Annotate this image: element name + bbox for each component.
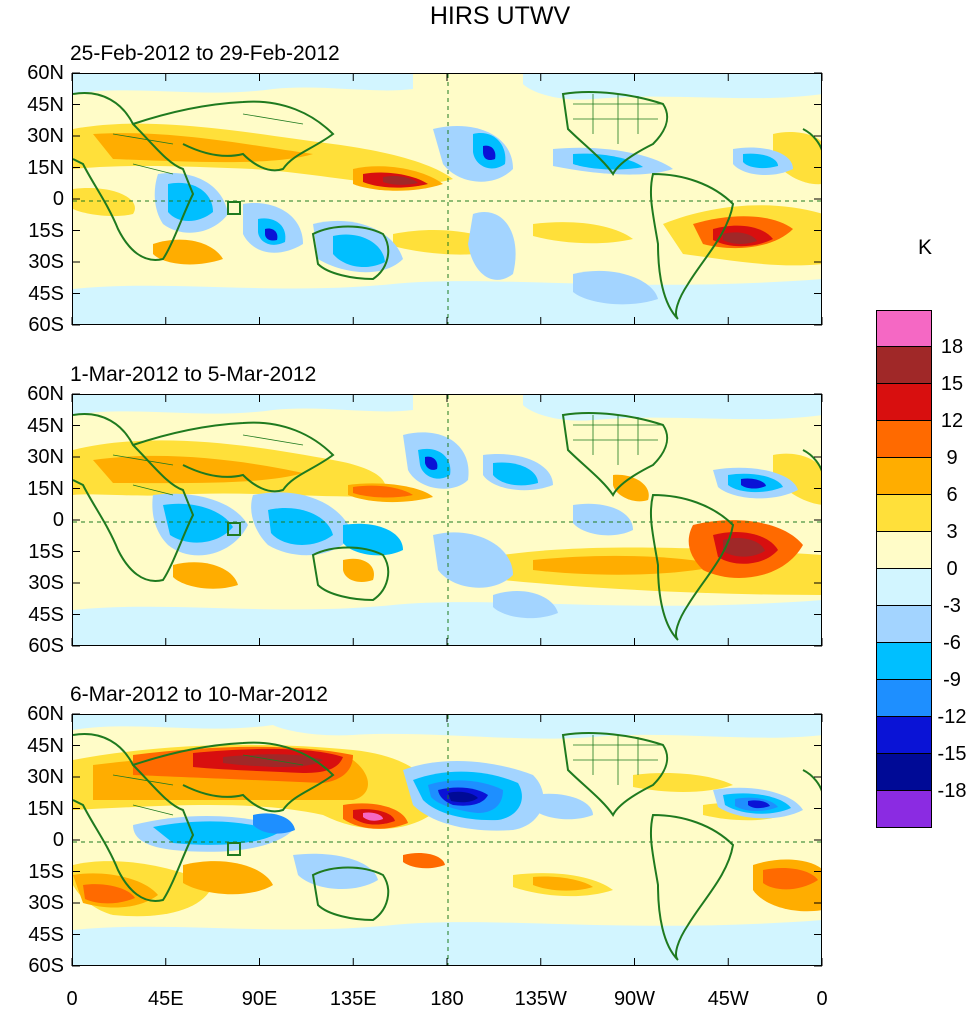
y-tick-label: 30S — [28, 892, 64, 914]
colorbar-label: -3 — [943, 595, 961, 617]
x-tick-label: 90E — [241, 988, 278, 1010]
x-tick-label: 45W — [707, 988, 749, 1010]
y-tick-label: 30S — [28, 572, 64, 594]
y-tick-label: 45N — [27, 93, 64, 116]
colorbar-swatch — [876, 791, 932, 828]
anomaly-field-3 — [73, 715, 821, 965]
y-tick-label: 45N — [27, 734, 64, 757]
colorbar-swatch — [876, 754, 932, 791]
y-tick-label: 30N — [27, 125, 64, 147]
anomaly-field-1 — [73, 74, 821, 324]
colorbar-label: 6 — [946, 484, 958, 506]
y-tick-label: 15N — [27, 156, 64, 179]
colorbar-label: -12 — [937, 706, 967, 728]
y-tick-label: 15S — [28, 540, 64, 563]
colorbar-swatch — [876, 717, 932, 754]
colorbar-label: 0 — [946, 558, 958, 580]
x-tick-label: 90W — [613, 988, 656, 1010]
colorbar-swatch — [876, 606, 932, 643]
map-panel-3 — [72, 714, 822, 966]
y-tick-label: 0 — [52, 509, 64, 531]
y-tick-label: 45S — [28, 603, 64, 626]
y-tick-label: 0 — [52, 188, 64, 210]
y-tick-label: 15N — [27, 797, 64, 820]
x-tick-label: 0 — [816, 988, 828, 1010]
map-panel-1 — [72, 73, 822, 325]
y-tick-label: 0 — [52, 829, 64, 851]
y-tick-label: 60S — [28, 314, 64, 336]
y-tick-label: 45S — [28, 282, 64, 305]
x-tick-label: 180 — [430, 988, 464, 1010]
panel-2-subtitle: 1-Mar-2012 to 5-Mar-2012 — [70, 363, 317, 386]
colorbar-unit: K — [918, 236, 933, 259]
y-tick-label: 15N — [27, 477, 64, 500]
colorbar-swatch — [876, 569, 932, 606]
panel-1-subtitle: 25-Feb-2012 to 29-Feb-2012 — [70, 42, 340, 65]
y-tick-label: 30S — [28, 251, 64, 273]
y-tick-label: 15S — [28, 219, 64, 242]
y-tick-label: 60N — [27, 703, 64, 725]
y-tick-label: 30N — [27, 766, 64, 788]
y-tick-label: 60N — [27, 383, 64, 405]
y-tick-label: 15S — [28, 860, 64, 883]
figure-title: HIRS UTWV — [429, 2, 571, 30]
colorbar-swatch — [876, 643, 932, 680]
colorbar-swatch — [876, 421, 932, 458]
colorbar-label: 9 — [946, 447, 958, 469]
y-tick-label: 60S — [28, 955, 64, 977]
colorbar-swatch — [876, 680, 932, 717]
y-tick-label: 45N — [27, 414, 64, 437]
y-tick-label: 60S — [28, 635, 64, 657]
colorbar-swatch — [876, 458, 932, 495]
colorbar-label: -18 — [937, 780, 967, 802]
colorbar-swatch — [876, 347, 932, 384]
colorbar-label: -15 — [937, 743, 967, 765]
colorbar-label: 3 — [946, 521, 958, 543]
panel-3-subtitle: 6-Mar-2012 to 10-Mar-2012 — [70, 683, 328, 706]
y-tick-label: 45S — [28, 923, 64, 946]
colorbar-swatch — [876, 495, 932, 532]
x-tick-label: 135E — [329, 988, 377, 1010]
y-tick-label: 60N — [27, 62, 64, 84]
anomaly-field-2 — [73, 395, 821, 645]
colorbar-label: -9 — [943, 669, 961, 691]
colorbar-swatch — [876, 384, 932, 421]
colorbar-label: 15 — [940, 373, 964, 395]
x-tick-label: 0 — [66, 988, 78, 1010]
map-panel-2 — [72, 394, 822, 646]
colorbar-label: 12 — [940, 410, 964, 432]
x-tick-label: 45E — [147, 988, 184, 1010]
colorbar-swatch — [876, 310, 932, 347]
colorbar — [876, 310, 932, 828]
colorbar-swatch — [876, 532, 932, 569]
colorbar-label: 18 — [940, 336, 964, 358]
colorbar-label: -6 — [943, 632, 961, 654]
y-tick-label: 30N — [27, 446, 64, 468]
x-tick-label: 135W — [514, 988, 567, 1010]
